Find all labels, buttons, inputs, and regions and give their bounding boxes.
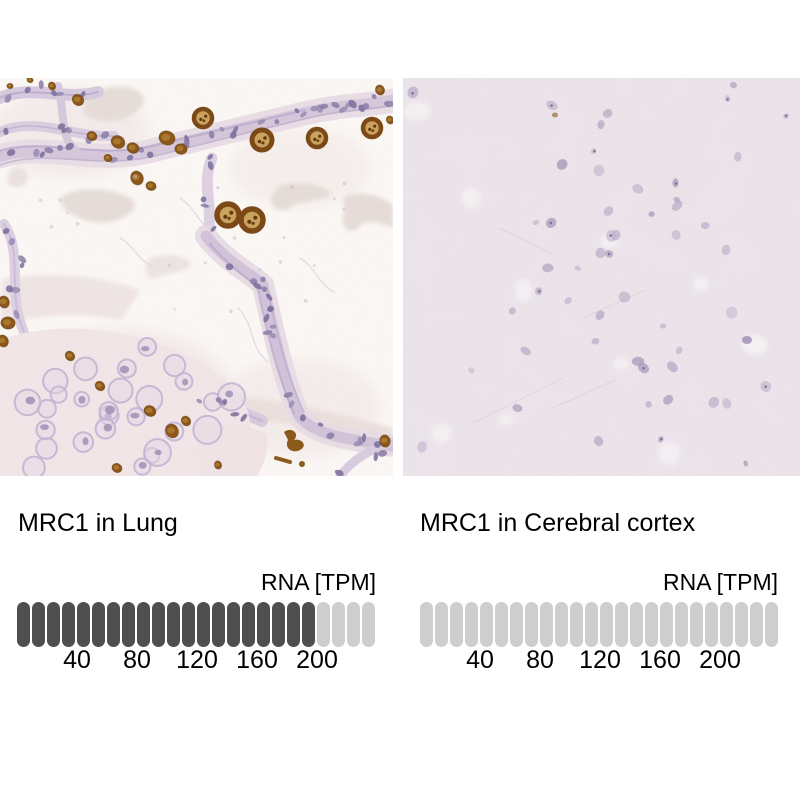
- rna-tpm-tick-label: 200: [296, 646, 338, 674]
- rna-tpm-segment: [540, 602, 553, 647]
- rna-tpm-segment: [167, 602, 180, 647]
- rna-tpm-tick-label: 160: [639, 646, 681, 674]
- rna-tpm-segment: [465, 602, 478, 647]
- rna-tpm-segment: [495, 602, 508, 647]
- rna-tpm-axis-ticks-cerebral-cortex: 40 80 120 160 200: [420, 646, 778, 675]
- cerebral-cortex-tissue-drawing: [403, 78, 800, 476]
- rna-tpm-segment: [77, 602, 90, 647]
- rna-tpm-bar-cerebral-cortex: [420, 602, 778, 647]
- rna-tpm-segment: [660, 602, 673, 647]
- rna-tpm-segment: [615, 602, 628, 647]
- rna-tpm-tick-label: 80: [123, 646, 151, 674]
- rna-tpm-tick-label: 40: [63, 646, 91, 674]
- rna-tpm-segment: [107, 602, 120, 647]
- rna-tpm-bar-lung: [17, 602, 375, 647]
- rna-tpm-segment: [510, 602, 523, 647]
- rna-tpm-segment: [272, 602, 285, 647]
- rna-tpm-segment: [720, 602, 733, 647]
- rna-tpm-segment: [765, 602, 778, 647]
- rna-tpm-segment: [735, 602, 748, 647]
- panel-title-lung: MRC1 in Lung: [18, 509, 178, 537]
- rna-tpm-segment: [137, 602, 150, 647]
- rna-tpm-tick-label: 120: [579, 646, 621, 674]
- lung-tissue-drawing: [0, 78, 393, 476]
- ihc-micrograph-cerebral-cortex: [403, 78, 800, 476]
- rna-tpm-segment: [182, 602, 195, 647]
- rna-tpm-tick-label: 40: [466, 646, 494, 674]
- rna-tpm-segment: [480, 602, 493, 647]
- rna-tpm-segment: [435, 602, 448, 647]
- rna-tpm-segment: [62, 602, 75, 647]
- rna-tpm-segment: [600, 602, 613, 647]
- rna-tpm-segment: [525, 602, 538, 647]
- rna-tpm-segment: [645, 602, 658, 647]
- rna-tpm-segment: [705, 602, 718, 647]
- rna-tpm-segment: [362, 602, 375, 647]
- rna-tpm-segment: [242, 602, 255, 647]
- rna-tpm-segment: [585, 602, 598, 647]
- rna-tpm-segment: [555, 602, 568, 647]
- rna-tpm-tick-label: 120: [176, 646, 218, 674]
- rna-tpm-segment: [570, 602, 583, 647]
- rna-tpm-segment: [32, 602, 45, 647]
- rna-tpm-segment: [347, 602, 360, 647]
- rna-tpm-segment: [420, 602, 433, 647]
- rna-tpm-segment: [122, 602, 135, 647]
- rna-tpm-segment: [302, 602, 315, 647]
- rna-tpm-segment: [212, 602, 225, 647]
- rna-tpm-segment: [17, 602, 30, 647]
- rna-tpm-segment: [152, 602, 165, 647]
- rna-tpm-segment: [630, 602, 643, 647]
- rna-tpm-segment: [257, 602, 270, 647]
- ihc-micrograph-lung: [0, 78, 393, 476]
- panel-title-cerebral-cortex: MRC1 in Cerebral cortex: [420, 509, 696, 537]
- rna-tpm-segment: [47, 602, 60, 647]
- rna-axis-label: RNA [TPM]: [662, 569, 778, 595]
- rna-tpm-segment: [287, 602, 300, 647]
- rna-tpm-segment: [332, 602, 345, 647]
- rna-tpm-segment: [227, 602, 240, 647]
- rna-tpm-segment: [197, 602, 210, 647]
- rna-tpm-segment: [690, 602, 703, 647]
- rna-tpm-segment: [450, 602, 463, 647]
- rna-tpm-tick-label: 200: [699, 646, 741, 674]
- rna-tpm-segment: [92, 602, 105, 647]
- rna-tpm-segment: [317, 602, 330, 647]
- rna-tpm-segment: [675, 602, 688, 647]
- rna-tpm-tick-label: 160: [236, 646, 278, 674]
- rna-tpm-segment: [750, 602, 763, 647]
- rna-tpm-tick-label: 80: [526, 646, 554, 674]
- rna-axis-label: RNA [TPM]: [260, 569, 376, 595]
- rna-tpm-axis-ticks-lung: 40 80 120 160 200: [17, 646, 375, 675]
